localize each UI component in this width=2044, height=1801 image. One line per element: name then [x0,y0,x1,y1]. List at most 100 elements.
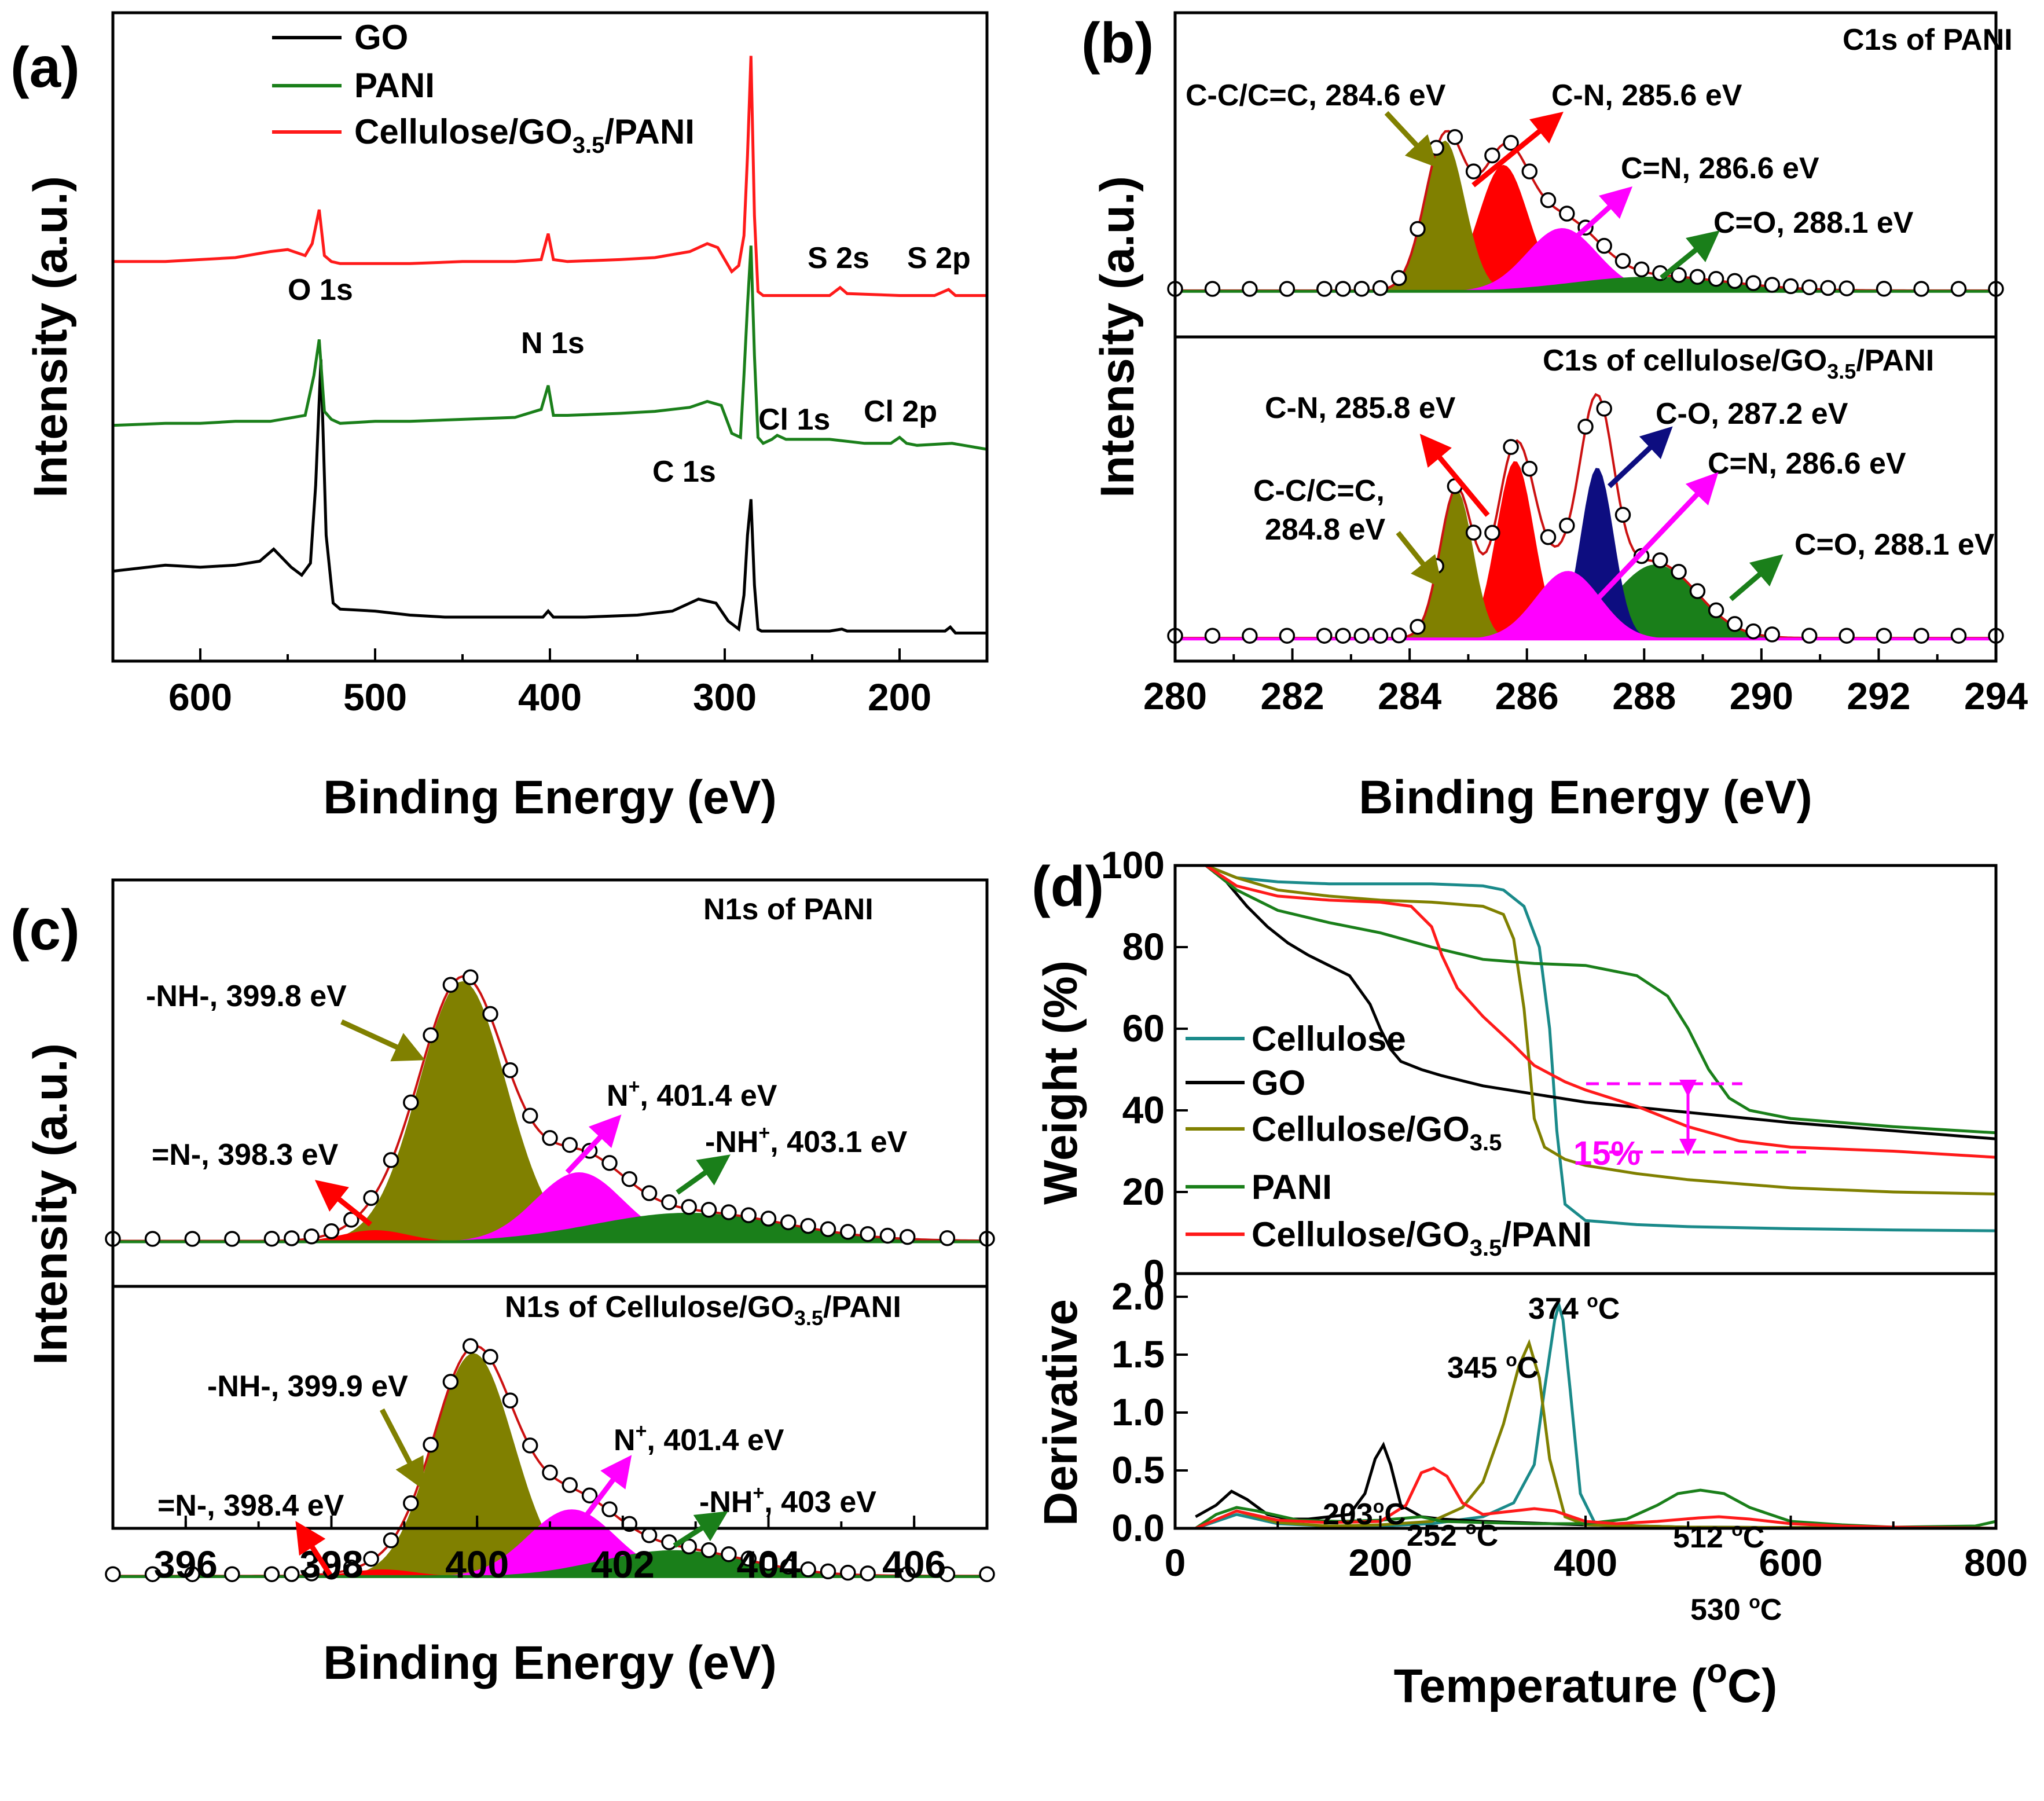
c-top-data-point [820,1221,836,1237]
dtg-line-cellulose [1195,1299,1997,1530]
c-top-data-point [303,1228,320,1245]
b-top-data-point [1410,221,1426,237]
panel-b-label: (b) [1081,11,1154,75]
d-bot-ytick-label-2.0: 2.0 [1111,1275,1165,1318]
panel-c-top-title: N1s of PANI [703,893,874,926]
panel-b-ylabel: Intensity (a.u.) [1091,176,1144,498]
c-xtick-label-398: 398 [299,1543,363,1586]
c-top-nh-label: -NH-, 399.8 eV [146,980,347,1013]
d-top-ytick-label-20: 20 [1122,1170,1165,1213]
b-top-data-point [1390,270,1407,287]
b-bot-data-point [1484,524,1500,541]
b-bot-data-point [1465,524,1482,541]
b-bot-data-point [1279,628,1296,644]
b-bot-data-point [1745,623,1762,640]
b-top-data-point [1559,206,1575,222]
panel-a-x-ticks: 600 500 400 300 200 [112,648,988,718]
b-top-data-point [1596,237,1612,254]
b-top-data-point [1727,273,1743,289]
panel-a-legend: GO PANI Cellulose/GO3.5/PANI [272,18,695,158]
a-xtick-label-500: 500 [343,676,407,718]
d-xtick-label-200: 200 [1348,1541,1412,1584]
b-xtick-label-286: 286 [1495,674,1559,717]
c-top-data-point [621,1171,638,1187]
panel-c-x-ticks: 396 398 400 402 404 406 [112,1516,988,1586]
dtg-line-go [1195,1441,1997,1530]
b-top-data-point [1372,280,1389,296]
tga-line-cellulose-go3-5 [1205,864,1997,1195]
annot-cl2p: Cl 2p [864,395,937,428]
b-bot-data-point [1801,628,1818,644]
c-top-data-point [343,1212,359,1228]
c-top-n-arrow [314,1180,372,1227]
c-bot-data-point [403,1495,419,1512]
b-bot-data-point [1410,618,1426,635]
panel-c-label: (c) [10,898,80,962]
b-top-data-point [1540,192,1557,208]
c-top-data-point [184,1231,201,1247]
b-bot-data-point [1335,628,1351,644]
legend-composite-label: Cellulose/GO3.5/PANI [354,112,695,158]
b-top-data-point [1428,140,1444,156]
panel-a: (a) 600 500 400 300 200 Binding Energy (eV) … [10,11,989,824]
d-top-ytick-label-40: 40 [1122,1088,1165,1131]
c-top-nhplus-label: -NH+, 403.1 eV [705,1122,908,1159]
b-top-data-point [1521,163,1538,179]
b-top-data-point [1503,134,1519,151]
c-top-data-point [562,1136,578,1153]
b-top-peak-co-arrow [1660,230,1720,280]
c-top-data-point [542,1130,558,1146]
c-top-data-point [601,1155,618,1171]
panel-d-bottom-ylabel: Derivative [1034,1299,1087,1526]
panel-a-plot [112,56,988,634]
b-bot-data-point [1671,563,1687,580]
c-xtick-label-402: 402 [591,1543,655,1586]
c-bot-data-point [522,1437,538,1454]
d-peak-530: 530 oC [1690,1591,1782,1627]
b-top-data-point [1447,129,1463,145]
c-bot-data-point [343,1559,359,1576]
a-xtick-label-200: 200 [868,676,931,718]
c-top-data-point [263,1231,280,1247]
c-bot-data-point [482,1348,498,1365]
d-xtick-label-600: 600 [1759,1541,1822,1584]
c-bot-data-point [979,1566,995,1582]
c-top-peak-nh-403-1-ev [113,1213,987,1242]
panel-d-xlabel: Temperature (oC) [1394,1652,1778,1712]
b-top-data-point [1671,267,1687,283]
c-top-data-point [939,1230,956,1246]
c-top-data-point [641,1185,658,1201]
c-bot-data-point [939,1566,956,1582]
c-xtick-label-400: 400 [445,1543,509,1586]
panel-b-top-title: C1s of PANI [1843,23,2013,57]
c-bot-data-point [840,1564,856,1581]
c-bot-nplus-arrow [577,1455,632,1527]
c-bot-data-point [740,1550,757,1567]
b-xtick-label-292: 292 [1847,674,1910,717]
b-bot-peak-cot-label: C-O, 287.2 eV [1656,397,1848,431]
panel-a-xlabel: Binding Energy (eV) [323,771,777,824]
b-bot-peak-cot-arrow [1607,426,1673,489]
b-top-data-point [1745,275,1762,291]
b-top-data-point [1633,261,1650,278]
panel-d-legend: Cellulose GO Cellulose/GO3.5 PANI Cellul… [1186,1019,1592,1261]
panel-d-derivative-plot [1194,1299,1997,1530]
b-bot-data-point [1727,616,1743,632]
d-top-ytick-label-80: 80 [1122,925,1165,968]
b-top-peak-cc-label: C-C/C=C, 284.6 eV [1186,79,1446,112]
panel-d-label: (d) [1032,854,1104,918]
c-top-data-point [740,1207,757,1223]
b-top-peak-cn-label: C-N, 285.6 eV [1551,79,1742,112]
c-bot-data-point [700,1542,717,1558]
c-top-data-point [879,1227,896,1244]
panel-b: (b) 280 282 284 286 288 290 292 294 Binding Ene… [1081,11,2028,824]
c-top-data-point [860,1226,876,1242]
annot-n1s: N 1s [521,327,585,360]
a-xtick-label-600: 600 [168,676,232,718]
panel-d-top-ylabel: Weight (%) [1034,960,1087,1205]
annot-c1s: C 1s [652,455,716,489]
c-bot-data-point [641,1527,658,1543]
c-bot-data-point [363,1550,379,1567]
b-bot-peak-cnd-label: C=N, 286.6 eV [1708,447,1906,480]
b-bot-data-point [1913,628,1929,644]
